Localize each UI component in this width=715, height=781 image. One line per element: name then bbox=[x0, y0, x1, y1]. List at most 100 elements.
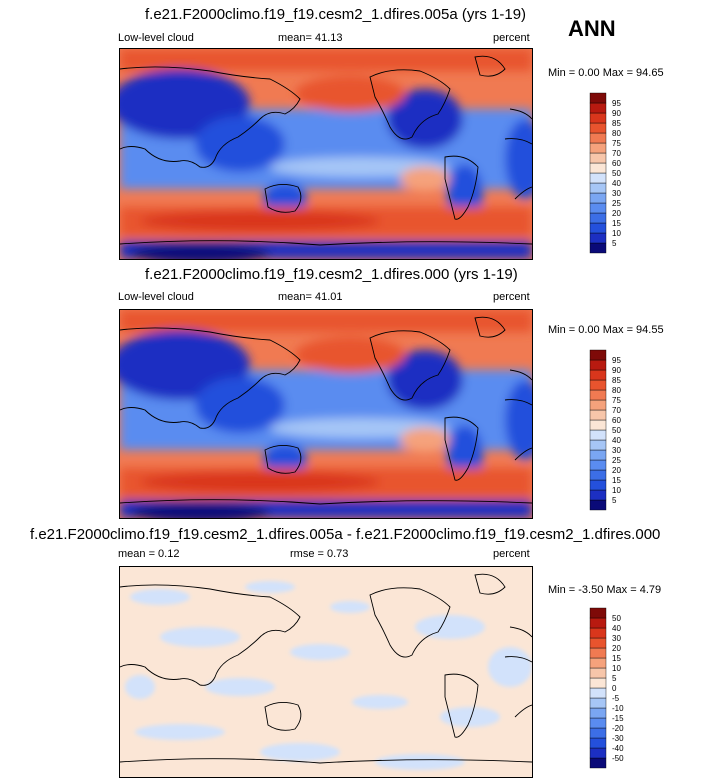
colorbar-swatch bbox=[589, 162, 607, 174]
colorbar-tick-label: 80 bbox=[612, 386, 621, 395]
colorbar-tick-label: 10 bbox=[612, 664, 621, 673]
season-label: ANN bbox=[568, 16, 616, 41]
colorbar-swatch bbox=[589, 747, 607, 759]
panel-3-units-label: percent bbox=[493, 548, 530, 560]
colorbar-tick-label: 90 bbox=[612, 366, 621, 375]
panel-3-title: f.e21.F2000climo.f19_f19.cesm2_1.dfires.… bbox=[30, 526, 661, 543]
colorbar-swatch bbox=[589, 232, 607, 244]
colorbar-swatch bbox=[589, 349, 607, 361]
colorbar-tick-label: 60 bbox=[612, 416, 621, 425]
colorbar-swatch bbox=[589, 667, 607, 679]
colorbar-swatch bbox=[589, 142, 607, 154]
colorbar-swatch bbox=[589, 172, 607, 184]
colorbar-swatch bbox=[589, 479, 607, 491]
colorbar-swatch bbox=[589, 152, 607, 164]
colorbar-tick-label: 40 bbox=[612, 179, 621, 188]
colorbar-tick-label: 15 bbox=[612, 654, 621, 663]
colorbar-tick-label: 40 bbox=[612, 624, 621, 633]
colorbar-tick-label: 95 bbox=[612, 356, 621, 365]
colorbar-tick-label: 60 bbox=[612, 159, 621, 168]
colorbar-swatch bbox=[589, 359, 607, 371]
colorbar-tick-label: 25 bbox=[612, 199, 621, 208]
panel-1-mean-label: mean= 41.13 bbox=[278, 32, 343, 44]
colorbar-swatch bbox=[589, 182, 607, 194]
panel-2-units-label: percent bbox=[493, 291, 530, 303]
colorbar-tick-label: 15 bbox=[612, 476, 621, 485]
colorbar-swatch bbox=[589, 399, 607, 411]
colorbar-swatch bbox=[589, 717, 607, 729]
panel-3-map bbox=[119, 566, 533, 778]
colorbar-swatch bbox=[589, 242, 607, 254]
colorbar-tick-label: -15 bbox=[612, 714, 624, 723]
colorbar-swatch bbox=[589, 687, 607, 699]
colorbar-tick-label: 75 bbox=[612, 396, 621, 405]
colorbar-swatch bbox=[589, 617, 607, 629]
panel-3-minmax: Min = -3.50 Max = 4.79 bbox=[548, 584, 662, 596]
panel-1-units-label: percent bbox=[493, 32, 530, 44]
colorbar-swatch bbox=[589, 637, 607, 649]
panel-2-title: f.e21.F2000climo.f19_f19.cesm2_1.dfires.… bbox=[145, 266, 518, 283]
colorbar-swatch bbox=[589, 192, 607, 204]
panel-1-colorbar: 5 10 15 20 25 30 40 50 60 70 75 80 85 90 95 bbox=[589, 92, 640, 255]
colorbar-swatch bbox=[589, 102, 607, 114]
colorbar-swatch bbox=[589, 697, 607, 709]
colorbar-tick-label: 20 bbox=[612, 209, 621, 218]
colorbar-tick-label: 85 bbox=[612, 376, 621, 385]
panel-3-rmse-label: rmse = 0.73 bbox=[290, 548, 349, 560]
colorbar-swatch bbox=[589, 657, 607, 669]
colorbar-swatch bbox=[589, 419, 607, 431]
panel-3-colorbar: -50 -40 -30 -20 -15 -10 -5 0 5 10 15 20 30 40 50 bbox=[589, 607, 640, 770]
panel-2-variable-label: Low-level cloud bbox=[118, 291, 194, 303]
panel-2-map bbox=[119, 309, 533, 519]
colorbar-swatch bbox=[589, 379, 607, 391]
colorbar-tick-label: 20 bbox=[612, 644, 621, 653]
colorbar-tick-label: -5 bbox=[612, 694, 620, 703]
colorbar-swatch bbox=[589, 122, 607, 134]
colorbar-tick-label: 20 bbox=[612, 466, 621, 475]
colorbar-tick-label: 5 bbox=[612, 239, 617, 248]
panel-3-mean-label: mean = 0.12 bbox=[118, 548, 180, 560]
colorbar-swatch bbox=[589, 469, 607, 481]
colorbar-swatch bbox=[589, 707, 607, 719]
colorbar-swatch bbox=[589, 369, 607, 381]
colorbar-tick-label: 15 bbox=[612, 219, 621, 228]
panel-1-title: f.e21.F2000climo.f19_f19.cesm2_1.dfires.… bbox=[145, 6, 527, 23]
colorbar-tick-label: -30 bbox=[612, 734, 624, 743]
colorbar-swatch bbox=[589, 409, 607, 421]
colorbar-tick-label: 50 bbox=[612, 614, 621, 623]
colorbar-swatch bbox=[589, 499, 607, 511]
colorbar-tick-label: 90 bbox=[612, 109, 621, 118]
colorbar-tick-label: 50 bbox=[612, 426, 621, 435]
panel-1-variable-label: Low-level cloud bbox=[118, 32, 194, 44]
panel-2-mean-label: mean= 41.01 bbox=[278, 291, 343, 303]
colorbar-swatch bbox=[589, 92, 607, 104]
colorbar-tick-label: -10 bbox=[612, 704, 624, 713]
panel-1-map bbox=[119, 48, 533, 260]
colorbar-tick-label: 30 bbox=[612, 446, 621, 455]
colorbar-tick-label: 70 bbox=[612, 406, 621, 415]
panel-1-minmax: Min = 0.00 Max = 94.65 bbox=[548, 67, 664, 79]
colorbar-tick-label: 95 bbox=[612, 99, 621, 108]
colorbar-swatch bbox=[589, 489, 607, 501]
colorbar-tick-label: 40 bbox=[612, 436, 621, 445]
colorbar-tick-label: -50 bbox=[612, 754, 624, 763]
colorbar-tick-label: 50 bbox=[612, 169, 621, 178]
colorbar-tick-label: 5 bbox=[612, 674, 617, 683]
colorbar-swatch bbox=[589, 212, 607, 224]
colorbar-swatch bbox=[589, 439, 607, 451]
colorbar-tick-label: 10 bbox=[612, 229, 621, 238]
colorbar-swatch bbox=[589, 429, 607, 441]
colorbar-swatch bbox=[589, 627, 607, 639]
colorbar-swatch bbox=[589, 459, 607, 471]
colorbar-tick-label: 30 bbox=[612, 189, 621, 198]
colorbar-tick-label: 70 bbox=[612, 149, 621, 158]
colorbar-swatch bbox=[589, 202, 607, 214]
colorbar-tick-label: 5 bbox=[612, 496, 617, 505]
colorbar-tick-label: 0 bbox=[612, 684, 617, 693]
colorbar-tick-label: 30 bbox=[612, 634, 621, 643]
panel-2-minmax: Min = 0.00 Max = 94.55 bbox=[548, 324, 664, 336]
colorbar-tick-label: 10 bbox=[612, 486, 621, 495]
colorbar-swatch bbox=[589, 727, 607, 739]
colorbar-swatch bbox=[589, 647, 607, 659]
colorbar-tick-label: 85 bbox=[612, 119, 621, 128]
